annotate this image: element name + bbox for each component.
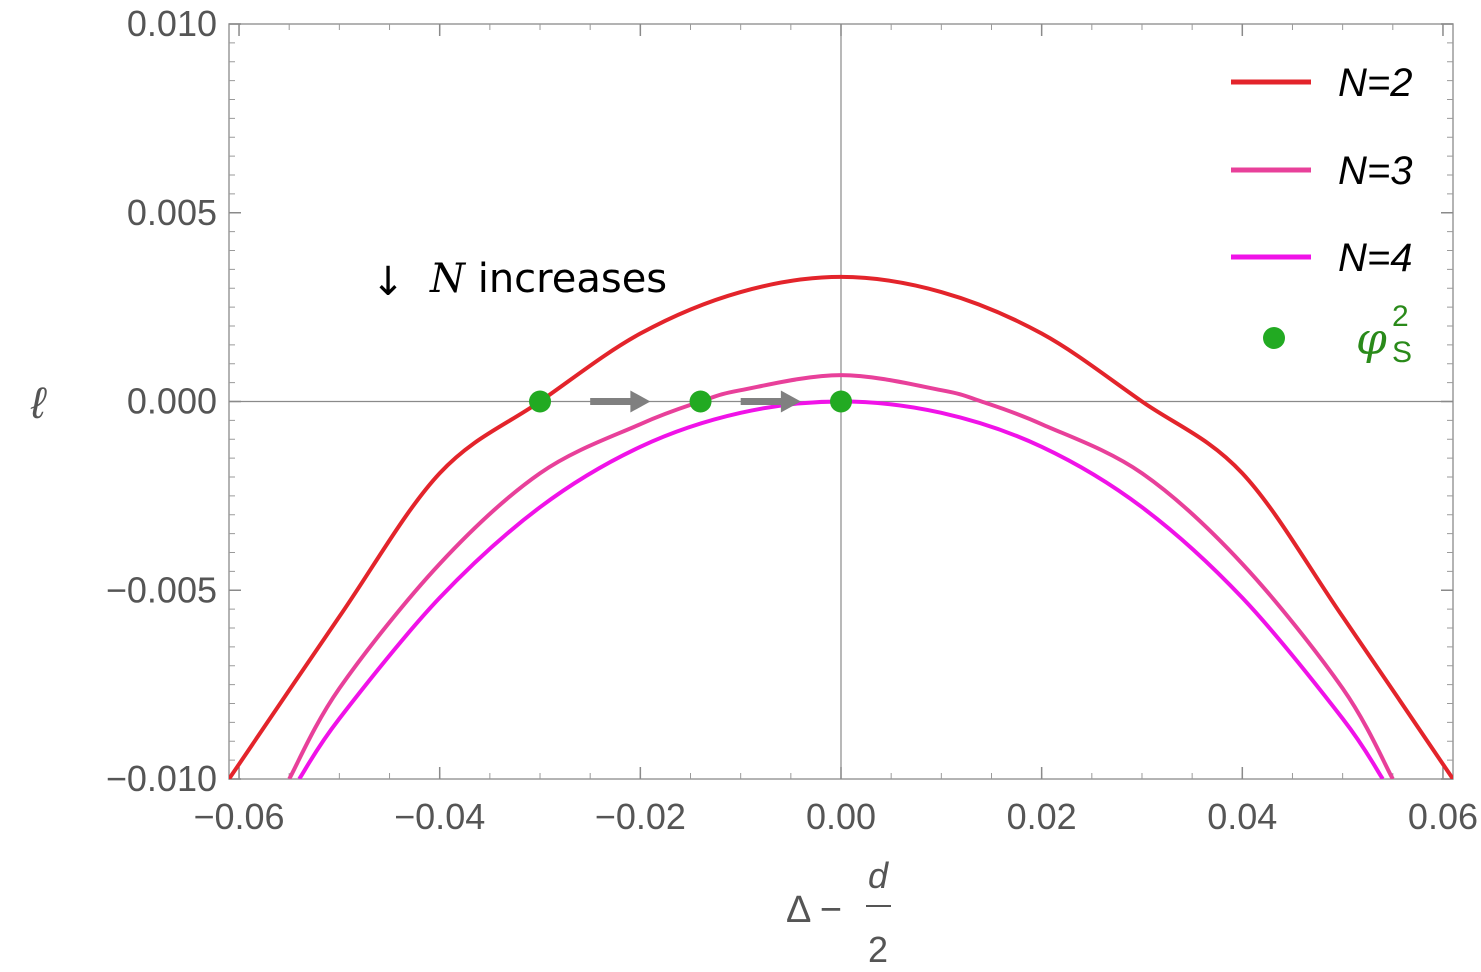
x-tick-label: 0.00 [806, 796, 876, 837]
arrows [590, 390, 801, 413]
svg-text:Δ −: Δ − [786, 889, 842, 931]
shift-arrow [590, 390, 651, 413]
legend: N=2 N=3 N=4 φ 2S [1231, 61, 1413, 369]
legend-label: N=2 [1338, 61, 1413, 105]
legend-point-sub: S [1392, 336, 1412, 369]
y-tick-label: 0.000 [127, 381, 217, 422]
y-ticks: −0.010 −0.005 0.000 0.005 0.010 [106, 3, 1453, 799]
points [529, 390, 852, 413]
legend-item: N=2 [1231, 61, 1413, 105]
y-tick-label: −0.010 [106, 758, 217, 799]
x-axis-title: Δ − d 2 [786, 855, 891, 970]
x-tick-label: 0.06 [1408, 796, 1478, 837]
legend-label: N=3 [1338, 149, 1413, 193]
legend-item: N=3 [1231, 149, 1413, 193]
shift-arrow-head [630, 390, 651, 413]
svg-text:d: d [868, 855, 889, 896]
series-line-3 [287, 373, 1395, 779]
y-tick-label: −0.005 [106, 569, 217, 610]
series-line-2 [229, 274, 1453, 779]
y-tick-label: 0.005 [127, 192, 217, 233]
phi-point [830, 390, 852, 413]
x-tick-label: −0.06 [193, 796, 284, 837]
svg-text:2: 2 [868, 929, 888, 970]
legend-item: φ 2S [1263, 300, 1412, 369]
phi-point [529, 390, 552, 413]
shift-arrow-head [780, 390, 801, 413]
svg-text:N increases: N increases [429, 256, 667, 302]
x-tick-label: −0.04 [394, 796, 485, 837]
legend-point-sup: 2 [1392, 300, 1409, 333]
x-tick-label: −0.02 [595, 796, 686, 837]
legend-point-label: φ [1356, 314, 1387, 365]
svg-text:↓: ↓ [371, 259, 405, 305]
legend-item: N=4 [1231, 236, 1413, 280]
y-axis-title: ℓ [30, 379, 47, 428]
y-tick-label: 0.010 [127, 3, 217, 44]
n-increases-annotation: ↓ N increases [371, 256, 667, 305]
legend-label: N=4 [1338, 236, 1413, 280]
x-tick-label: 0.04 [1207, 796, 1277, 837]
minor-ticks [229, 23, 1453, 780]
shift-arrow [740, 390, 801, 413]
phi-point [689, 390, 712, 413]
x-tick-label: 0.02 [1007, 796, 1077, 837]
legend-point-swatch [1263, 327, 1285, 349]
x-ticks: −0.06 −0.04 −0.02 0.00 0.02 0.04 0.06 [193, 24, 1478, 837]
